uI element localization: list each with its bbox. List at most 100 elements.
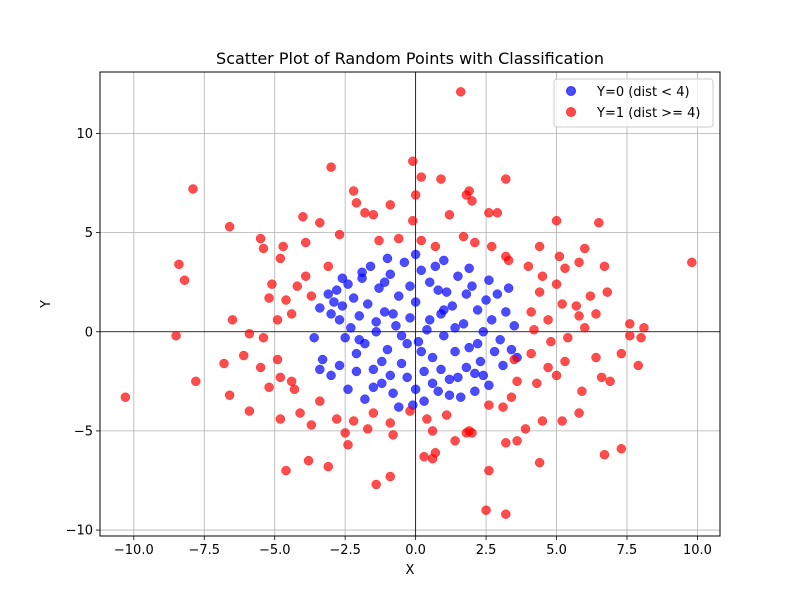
class1-point (255, 362, 266, 373)
class0-point (393, 291, 404, 301)
class1-point (295, 408, 305, 418)
class0-point (461, 362, 472, 373)
class1-point (264, 293, 274, 303)
x-tick-label: 0.0 (405, 543, 426, 558)
class1-point (484, 208, 494, 218)
class1-point (557, 416, 567, 426)
class0-point (470, 386, 480, 396)
grid-lines (100, 72, 720, 536)
class1-point (244, 406, 255, 416)
class0-point (343, 384, 353, 395)
class1-point (509, 354, 520, 365)
class1-point (537, 416, 548, 426)
class0-point (455, 392, 466, 402)
class0-point (447, 301, 458, 311)
class0-point (416, 346, 427, 357)
class1-point (315, 217, 325, 228)
x-axis-label: X (406, 563, 415, 578)
class0-point (393, 402, 404, 412)
class0-point (453, 271, 463, 281)
class1-point (503, 255, 514, 266)
class1-point (537, 271, 548, 281)
class0-point (365, 261, 376, 272)
class0-point (346, 323, 356, 333)
class0-point (402, 338, 412, 349)
class0-point (360, 394, 370, 404)
class1-point (227, 315, 238, 325)
y-tick-label: −10 (66, 524, 93, 539)
class1-point (385, 418, 396, 428)
class1-point (258, 332, 269, 343)
class0-point (405, 281, 415, 291)
class0-point (323, 289, 334, 299)
class0-point (362, 299, 373, 309)
class1-point (605, 376, 615, 387)
class1-point (188, 184, 198, 194)
class1-point (534, 287, 545, 297)
class1-point (289, 384, 300, 395)
class1-point (577, 386, 587, 396)
class0-point (315, 364, 325, 375)
class0-point (470, 368, 480, 379)
class1-point (419, 451, 429, 462)
class0-point (388, 388, 398, 398)
class0-point (439, 305, 449, 315)
class0-point (410, 384, 421, 395)
class1-point (179, 275, 190, 285)
class1-point (534, 241, 545, 252)
class1-point (596, 372, 607, 383)
class0-point (351, 366, 362, 377)
class1-point (501, 174, 511, 184)
class1-point (255, 233, 266, 244)
class1-point (591, 309, 601, 319)
class0-point (439, 330, 449, 341)
class1-point (371, 479, 381, 490)
class1-point (224, 221, 235, 232)
class1-point (687, 257, 697, 268)
class1-point (455, 87, 466, 97)
class1-point (388, 430, 398, 440)
class1-point (300, 271, 311, 281)
class1-point (523, 261, 534, 272)
class1-point (526, 348, 536, 359)
class0-point (309, 332, 319, 343)
class0-point (368, 382, 379, 393)
class1-point (484, 400, 494, 410)
class1-point (512, 376, 522, 387)
class1-point (275, 253, 286, 264)
class1-point (444, 210, 455, 220)
class1-point (385, 200, 396, 210)
class0-point (326, 370, 336, 381)
class1-point (405, 406, 415, 416)
class1-point (368, 210, 379, 220)
class0-point (444, 390, 455, 400)
class0-point (354, 311, 365, 321)
class1-point (292, 281, 303, 291)
class0-point (498, 360, 508, 371)
class1-point (303, 455, 314, 466)
class1-point (272, 315, 283, 325)
class1-point (467, 196, 477, 206)
legend-label-class0: Y=0 (dist < 4) (596, 85, 690, 100)
class1-point (560, 356, 570, 367)
class1-point (560, 263, 570, 274)
class1-point (554, 251, 565, 262)
class1-point (281, 465, 291, 476)
class0-point (326, 309, 336, 319)
class1-point (599, 449, 610, 460)
class0-point (453, 372, 463, 383)
class1-point (633, 360, 644, 371)
legend-box (553, 78, 714, 128)
class0-point (374, 283, 384, 293)
class1-point (532, 378, 542, 389)
class1-point (323, 461, 334, 472)
class1-point (579, 323, 590, 333)
class1-point (374, 235, 384, 246)
class1-point (599, 261, 610, 272)
class0-point (410, 297, 421, 307)
y-tick-label: 10 (76, 127, 93, 142)
class1-point (534, 457, 545, 468)
class0-point (495, 334, 505, 345)
class1-point (506, 392, 517, 402)
class1-point (461, 428, 472, 438)
